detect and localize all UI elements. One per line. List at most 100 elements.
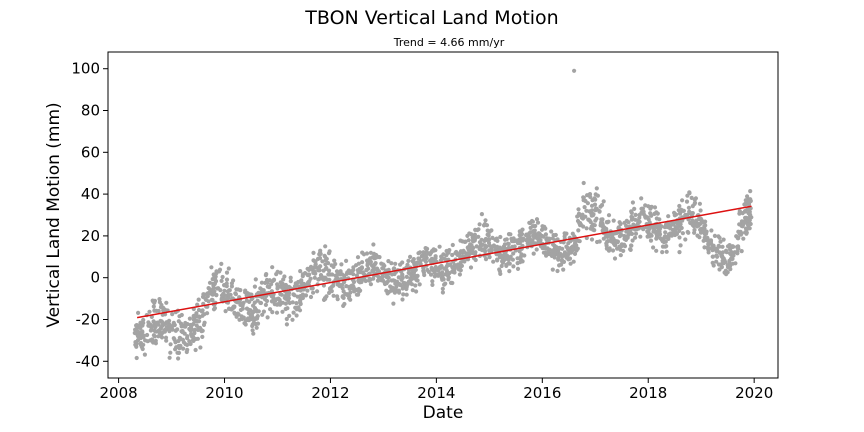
data-point [256, 309, 261, 314]
data-point [313, 259, 318, 264]
data-point [149, 338, 154, 343]
data-point [487, 229, 492, 234]
data-point [677, 250, 682, 255]
data-point [226, 266, 231, 271]
data-point [224, 284, 229, 289]
data-point [355, 255, 361, 260]
data-point [328, 286, 333, 291]
data-point [344, 258, 349, 263]
data-point [628, 247, 633, 252]
data-point [385, 291, 390, 296]
data-point [291, 310, 296, 315]
y-tick-label: -20 [76, 310, 101, 328]
data-point [423, 253, 428, 258]
x-tick-label: 2018 [629, 384, 667, 402]
data-point [207, 290, 212, 295]
data-point [575, 214, 580, 219]
data-point [406, 270, 411, 275]
data-point [728, 256, 734, 261]
data-point [168, 342, 173, 347]
data-point [506, 241, 511, 247]
data-point [234, 287, 239, 292]
data-point [570, 247, 575, 252]
data-point [401, 280, 406, 285]
data-point [259, 280, 264, 285]
data-point [677, 235, 682, 240]
data-point [706, 250, 711, 255]
data-point [400, 272, 405, 277]
data-point [517, 249, 522, 254]
data-point [371, 267, 376, 272]
data-point [604, 246, 610, 251]
data-point [179, 329, 184, 334]
data-point [462, 259, 467, 264]
data-point [439, 272, 444, 277]
data-point [200, 308, 205, 313]
data-point [265, 280, 270, 285]
data-point [347, 284, 352, 289]
data-point [283, 301, 288, 306]
data-point [456, 267, 461, 272]
data-point [151, 319, 156, 325]
data-point [430, 279, 435, 284]
data-point [657, 217, 662, 222]
data-point [296, 279, 301, 285]
data-point [368, 282, 373, 287]
data-point [404, 292, 409, 297]
data-point [630, 200, 636, 205]
data-point [358, 288, 363, 293]
data-point [694, 224, 700, 229]
data-point [645, 229, 650, 234]
data-point [354, 292, 359, 297]
data-point [446, 275, 451, 280]
data-point [181, 346, 186, 351]
data-point [229, 284, 234, 289]
data-point [547, 236, 552, 242]
data-point [739, 249, 744, 254]
trend-line [136, 205, 752, 319]
data-point [660, 250, 665, 255]
data-point [622, 244, 628, 249]
data-point [226, 293, 231, 298]
data-point [201, 292, 206, 297]
data-point [430, 282, 435, 287]
data-point [626, 220, 631, 225]
data-point [574, 248, 579, 253]
data-point [599, 217, 604, 222]
data-point [391, 301, 396, 306]
data-point [687, 190, 692, 195]
data-point [737, 222, 742, 227]
data-point [633, 231, 639, 236]
data-point [258, 300, 264, 306]
data-point [243, 288, 248, 293]
data-point [551, 242, 556, 247]
data-point [663, 230, 668, 235]
data-point [290, 317, 295, 322]
data-point [429, 265, 434, 271]
data-point [533, 223, 538, 229]
data-point [193, 347, 198, 353]
data-point [549, 229, 554, 234]
data-point [253, 277, 258, 282]
data-point [698, 230, 704, 235]
data-point [232, 310, 237, 315]
data-point [142, 352, 147, 357]
data-point [153, 324, 158, 330]
data-point [694, 218, 699, 223]
data-point [255, 316, 260, 321]
data-point [677, 203, 682, 209]
data-point [305, 288, 310, 293]
data-point [612, 256, 618, 261]
data-point [270, 265, 275, 270]
data-point [421, 265, 426, 271]
data-point [251, 320, 256, 325]
data-point [678, 222, 683, 227]
data-point [589, 237, 595, 242]
data-point [593, 192, 598, 197]
data-point [483, 257, 489, 262]
data-point [490, 235, 495, 240]
data-point [702, 245, 707, 250]
data-point [576, 228, 581, 233]
data-point [319, 276, 324, 281]
